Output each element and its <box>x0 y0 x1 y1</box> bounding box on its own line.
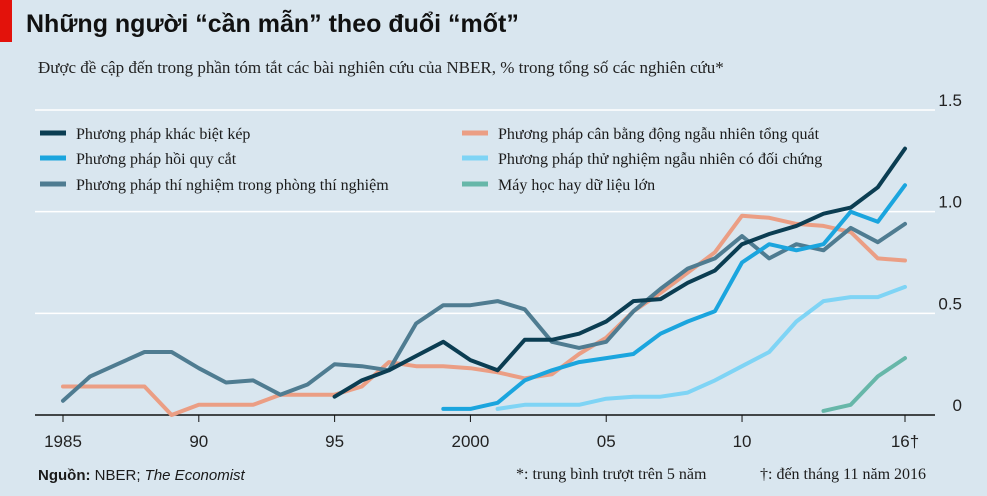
x-tick-label: 16† <box>891 432 919 451</box>
series-line <box>61 221 907 403</box>
legend-label: Phương pháp thử nghiệm ngẫu nhiên có đối… <box>498 151 822 168</box>
series-lines <box>61 146 907 417</box>
x-tick-label: 1985 <box>44 432 82 451</box>
legend-label: Phương pháp khác biệt kép <box>76 126 250 143</box>
series-line <box>441 183 907 411</box>
series-line <box>61 213 907 417</box>
source-note: Nguồn: NBER; The Economist <box>38 467 245 484</box>
legend: Phương pháp khác biệt kép Phương pháp hồi… <box>40 126 822 194</box>
legend-label: Phương pháp hồi quy cắt <box>76 151 237 168</box>
y-tick-label: 1.0 <box>938 193 962 212</box>
gridlines <box>35 109 935 315</box>
series-line <box>332 146 907 399</box>
chart-subtitle: Được đề cập đến trong phần tóm tắt các b… <box>38 58 724 77</box>
source-publication: The Economist <box>144 467 245 484</box>
y-axis-tick-labels: 0 0.5 1.0 1.5 <box>938 91 962 415</box>
series-line <box>821 356 907 413</box>
chart-title: Những người “cần mẫn” theo đuổi “mốt” <box>26 10 519 38</box>
footnote-moving-average: *: trung bình trượt trên 5 năm <box>516 466 707 483</box>
x-tick-label: 2000 <box>452 432 490 451</box>
source-text: NBER; <box>90 467 145 484</box>
footnote-to-date: †: đến tháng 11 năm 2016 <box>760 466 927 483</box>
brand-red-tab <box>0 0 12 42</box>
legend-label: Phương pháp thí nghiệm trong phòng thí n… <box>76 177 389 194</box>
y-tick-label: 1.5 <box>938 91 962 110</box>
source-label: Nguồn: <box>38 467 91 484</box>
x-tick-label: 95 <box>325 432 344 451</box>
y-tick-label: 0.5 <box>938 294 962 313</box>
x-tick-label: 90 <box>189 432 208 451</box>
legend-label: Phương pháp cân bằng động ngẫu nhiên tổn… <box>498 126 820 143</box>
series-line <box>495 284 907 411</box>
y-tick-label: 0 <box>953 396 962 415</box>
x-axis: 1985 90 95 2000 05 10 16† <box>35 414 935 451</box>
x-tick-label: 10 <box>733 432 752 451</box>
legend-label: Máy học hay dữ liệu lớn <box>498 177 655 194</box>
x-tick-label: 05 <box>597 432 616 451</box>
